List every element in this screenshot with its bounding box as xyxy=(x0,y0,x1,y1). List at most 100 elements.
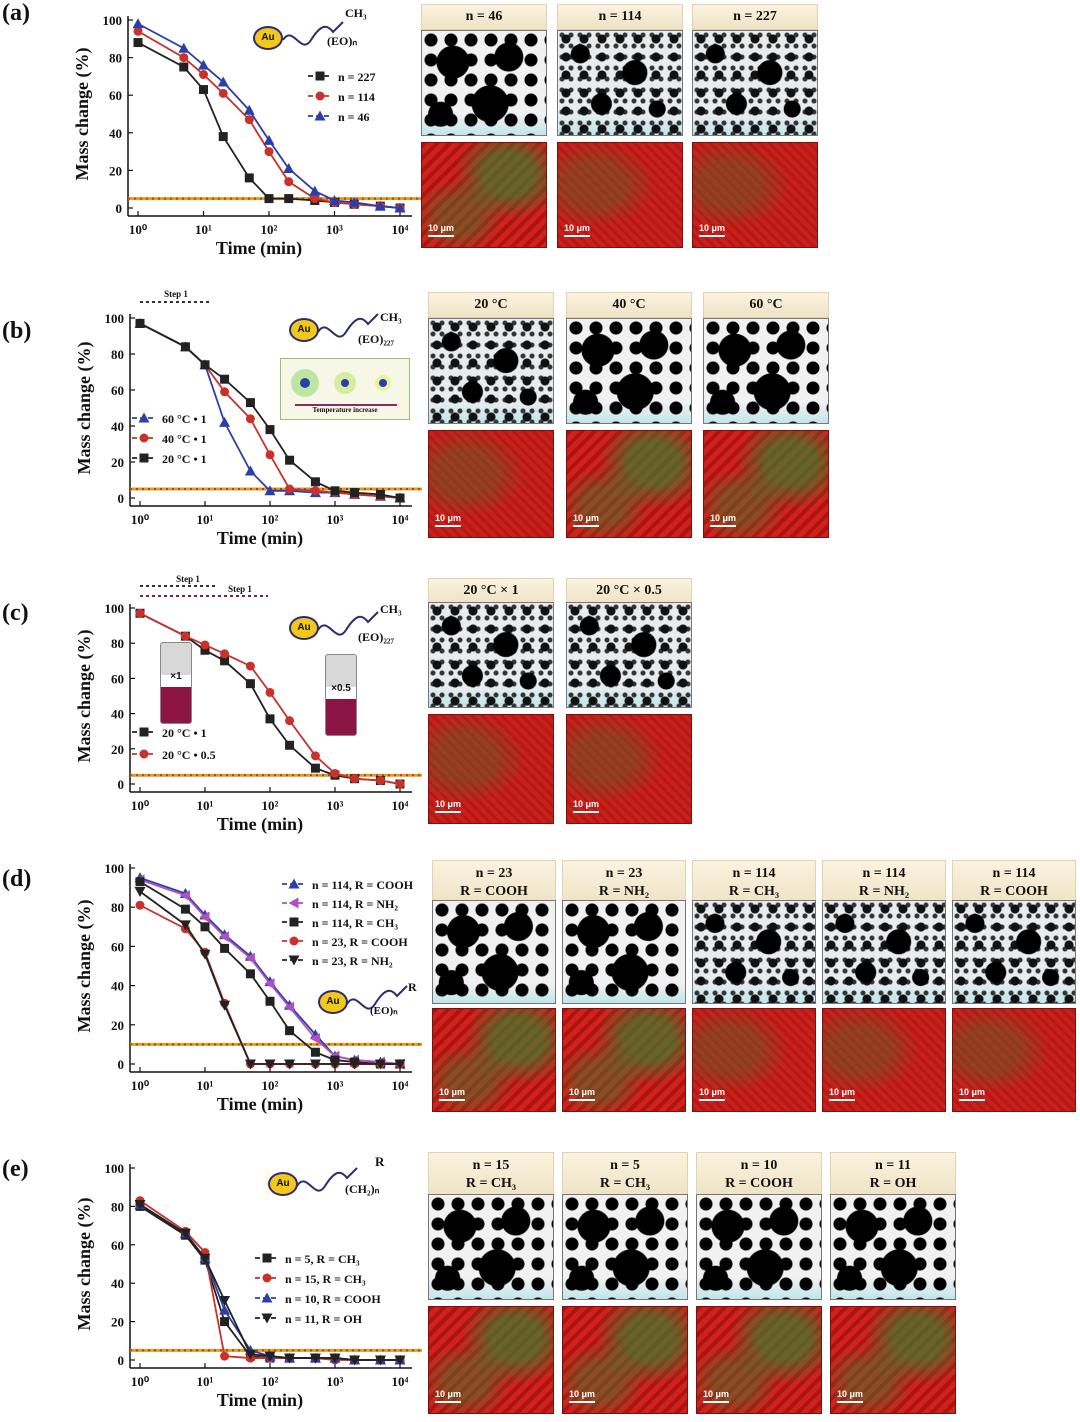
x-tick-label: 10¹ xyxy=(197,512,214,527)
data-point xyxy=(244,115,254,125)
ligand-chain-icon xyxy=(282,21,344,46)
data-point xyxy=(179,920,191,931)
data-point xyxy=(283,163,295,174)
data-point xyxy=(134,887,146,898)
data-point xyxy=(218,132,228,142)
y-tick-label: 80 xyxy=(111,347,124,362)
scale-bar: 10 μm xyxy=(569,1389,595,1403)
data-point xyxy=(394,202,406,213)
legend-marker xyxy=(138,412,150,423)
data-point xyxy=(134,1199,146,1210)
gold-nanoparticle-icon: Au xyxy=(289,616,319,640)
data-point xyxy=(263,134,275,145)
data-point xyxy=(179,1228,191,1239)
micrograph-header: 40 °C xyxy=(566,292,692,318)
micrograph-fluorescence: 10 μm xyxy=(566,430,692,538)
scale-bar: 10 μm xyxy=(699,223,725,237)
header-line: n = 10 xyxy=(740,1158,778,1173)
micrograph-fluorescence: 10 μm xyxy=(428,1306,554,1414)
header-line: n = 15 xyxy=(472,1158,510,1173)
data-point xyxy=(135,900,145,910)
x-tick-label: 10⁴ xyxy=(392,798,409,813)
data-point xyxy=(219,931,230,943)
y-tick-label: 60 xyxy=(111,939,124,954)
panel-label: (a) xyxy=(2,0,30,26)
x-tick-label: 10¹ xyxy=(197,798,214,813)
legend-label: 20 °C • 0.5 xyxy=(162,748,216,762)
y-tick-label: 100 xyxy=(105,1161,125,1176)
legend-marker xyxy=(288,955,300,966)
data-point xyxy=(395,493,405,503)
step-label: Step 1 xyxy=(176,574,200,584)
data-point xyxy=(374,1355,386,1366)
legend-marker xyxy=(261,1292,273,1303)
micrograph-fluorescence: 10 μm xyxy=(692,142,818,248)
data-point xyxy=(200,640,210,650)
data-point xyxy=(198,59,209,70)
y-tick-label: 60 xyxy=(111,1238,124,1253)
panel-a: (a) 0 20 40 60 80 100 10⁰ 10¹ 10² 10³ 10⁴ Time (min… xyxy=(0,0,1080,270)
micrograph-header: n = 23 R = NH₂ xyxy=(562,860,686,904)
y-tick-label: 80 xyxy=(109,51,122,66)
ligand-chain-icon xyxy=(317,611,379,636)
data-point xyxy=(329,1059,341,1070)
vial-label: ×0.5 xyxy=(331,683,351,694)
micrograph-bw xyxy=(421,30,547,136)
data-point xyxy=(264,978,275,990)
micrograph-fluorescence: 10 μm xyxy=(830,1306,956,1414)
x-tick-label: 10³ xyxy=(327,1078,344,1093)
data-point xyxy=(310,486,320,496)
y-tick-label: 20 xyxy=(111,1315,124,1330)
header-line: R = CH₃ xyxy=(728,884,780,899)
y-tick-label: 60 xyxy=(109,88,122,103)
data-point xyxy=(180,631,190,641)
micrograph-bw xyxy=(566,602,692,708)
data-point xyxy=(264,485,276,496)
data-point xyxy=(349,1059,361,1070)
data-point xyxy=(218,88,228,98)
data-point xyxy=(284,1353,296,1364)
data-point xyxy=(309,185,321,196)
header-line: n = 23 xyxy=(605,866,643,881)
x-tick-label: 10² xyxy=(262,798,279,813)
micrograph-bw xyxy=(562,1194,688,1300)
data-point xyxy=(350,774,360,784)
data-point xyxy=(180,342,190,352)
data-point xyxy=(219,416,231,427)
mass-change-chart: 0 20 40 60 80 100 10⁰ 10¹ 10² 10³ 10⁴ Time (min) Mas… xyxy=(74,574,422,835)
x-axis-label: Time (min) xyxy=(216,238,302,259)
micrograph-bw xyxy=(822,900,946,1004)
structure-end-group: CH₃ xyxy=(380,310,402,324)
legend-label: n = 46 xyxy=(338,110,370,124)
y-tick-label: 20 xyxy=(111,1018,124,1033)
vial-image: ×1 xyxy=(160,642,192,724)
y-tick-label: 80 xyxy=(111,900,124,915)
micrograph-bw xyxy=(428,602,554,708)
y-tick-label: 100 xyxy=(105,601,125,616)
header-line: n = 114 xyxy=(732,866,776,881)
micrograph-bw xyxy=(428,1194,554,1300)
x-tick-label: 10² xyxy=(261,222,278,237)
data-point xyxy=(310,751,320,761)
series-line xyxy=(139,890,400,1065)
x-tick-label: 10¹ xyxy=(197,1374,214,1389)
scale-bar: 10 μm xyxy=(564,223,590,237)
y-tick-label: 20 xyxy=(111,742,124,757)
micrograph-bw xyxy=(692,30,818,136)
ligand-chain-icon xyxy=(346,985,408,1010)
scale-bar: 10 μm xyxy=(435,799,461,813)
micrograph-fluorescence: 10 μm xyxy=(562,1008,686,1112)
x-axis-label: Time (min) xyxy=(217,1094,303,1115)
x-axis-label: Time (min) xyxy=(217,528,303,549)
y-tick-label: 40 xyxy=(111,1276,124,1291)
data-point xyxy=(220,943,230,953)
legend-marker xyxy=(289,936,299,946)
y-tick-label: 60 xyxy=(111,671,124,686)
data-point xyxy=(219,1295,231,1306)
y-tick-label: 80 xyxy=(111,636,124,651)
micrograph-bw xyxy=(432,900,556,1004)
data-point xyxy=(284,1059,296,1070)
data-point xyxy=(329,1353,341,1364)
data-point xyxy=(310,1047,320,1057)
legend-marker xyxy=(261,1313,273,1324)
